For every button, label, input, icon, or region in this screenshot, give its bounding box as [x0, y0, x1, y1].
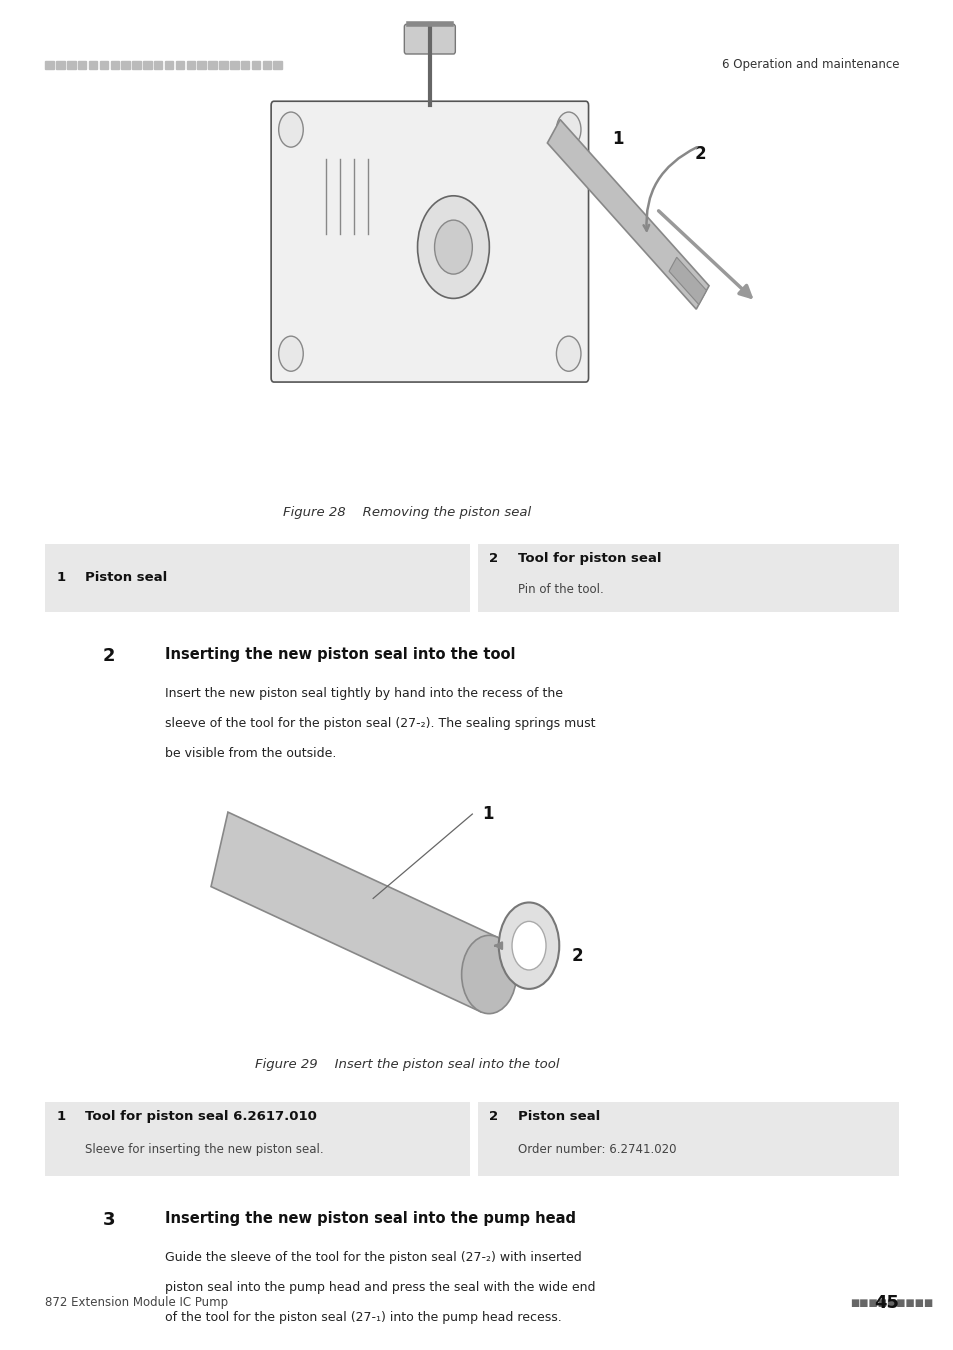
Circle shape: [435, 220, 472, 274]
Bar: [241, 61, 249, 69]
Text: 2: 2: [102, 647, 114, 664]
Text: sleeve of the tool for the piston seal (27-₂). The sealing springs must: sleeve of the tool for the piston seal (…: [165, 717, 596, 730]
FancyBboxPatch shape: [271, 101, 588, 382]
Bar: [99, 61, 108, 69]
Text: 3: 3: [102, 1211, 114, 1228]
Bar: [252, 61, 260, 69]
Text: 2: 2: [489, 552, 498, 566]
Text: Sleeve for inserting the new piston seal.: Sleeve for inserting the new piston seal…: [85, 1143, 323, 1157]
Bar: [132, 61, 141, 69]
Bar: [262, 61, 271, 69]
Text: 1: 1: [56, 1110, 66, 1123]
Text: 2: 2: [489, 1110, 498, 1123]
Text: Insert the new piston seal tightly by hand into the recess of the: Insert the new piston seal tightly by ha…: [165, 687, 562, 701]
Text: 872 Extension Module IC Pump: 872 Extension Module IC Pump: [46, 1296, 228, 1310]
Text: Tool for piston seal 6.2617.010: Tool for piston seal 6.2617.010: [85, 1110, 316, 1123]
Bar: [46, 1102, 470, 1176]
Text: 2: 2: [571, 948, 582, 965]
Text: ■■■■■■■■■: ■■■■■■■■■: [849, 1297, 932, 1308]
Polygon shape: [547, 120, 708, 309]
Text: Figure 29    Insert the piston seal into the tool: Figure 29 Insert the piston seal into th…: [254, 1058, 559, 1072]
FancyBboxPatch shape: [404, 24, 455, 54]
Circle shape: [556, 336, 580, 371]
Bar: [219, 61, 228, 69]
Bar: [143, 61, 152, 69]
Text: Order number: 6.2741.020: Order number: 6.2741.020: [517, 1143, 676, 1157]
Circle shape: [461, 936, 516, 1014]
Text: of the tool for the piston seal (27-₁) into the pump head recess.: of the tool for the piston seal (27-₁) i…: [165, 1311, 561, 1324]
Text: Tool for piston seal: Tool for piston seal: [517, 552, 660, 566]
Bar: [274, 61, 282, 69]
Text: 6 Operation and maintenance: 6 Operation and maintenance: [721, 58, 899, 72]
Bar: [165, 61, 173, 69]
Text: 1: 1: [481, 805, 493, 823]
Bar: [175, 61, 184, 69]
Text: be visible from the outside.: be visible from the outside.: [165, 747, 336, 760]
Text: Inserting the new piston seal into the pump head: Inserting the new piston seal into the p…: [165, 1211, 576, 1226]
Bar: [153, 61, 162, 69]
Bar: [89, 61, 97, 69]
Bar: [208, 61, 216, 69]
Text: Pin of the tool.: Pin of the tool.: [517, 583, 603, 597]
Circle shape: [556, 112, 580, 147]
Text: 1: 1: [612, 130, 623, 148]
Polygon shape: [211, 813, 497, 1011]
Text: 2: 2: [694, 146, 705, 163]
Text: piston seal into the pump head and press the seal with the wide end: piston seal into the pump head and press…: [165, 1281, 596, 1295]
Bar: [230, 61, 238, 69]
Bar: [187, 61, 194, 69]
Bar: [78, 61, 87, 69]
Text: Figure 28    Removing the piston seal: Figure 28 Removing the piston seal: [283, 506, 531, 520]
Bar: [477, 1102, 899, 1176]
Text: 1: 1: [56, 571, 66, 585]
Bar: [46, 61, 53, 69]
Text: Guide the sleeve of the tool for the piston seal (27-₂) with inserted: Guide the sleeve of the tool for the pis…: [165, 1251, 581, 1265]
Circle shape: [512, 921, 545, 969]
Text: Piston seal: Piston seal: [85, 571, 167, 585]
Circle shape: [278, 336, 303, 371]
Text: 45: 45: [873, 1293, 899, 1312]
Bar: [121, 61, 130, 69]
Circle shape: [278, 112, 303, 147]
Text: Inserting the new piston seal into the tool: Inserting the new piston seal into the t…: [165, 647, 516, 662]
Bar: [67, 61, 75, 69]
Bar: [477, 544, 899, 612]
Circle shape: [417, 196, 489, 298]
Bar: [111, 61, 119, 69]
Bar: [46, 544, 470, 612]
Text: Piston seal: Piston seal: [517, 1110, 599, 1123]
Circle shape: [498, 902, 558, 988]
Bar: [197, 61, 206, 69]
Polygon shape: [668, 258, 706, 305]
Bar: [56, 61, 65, 69]
